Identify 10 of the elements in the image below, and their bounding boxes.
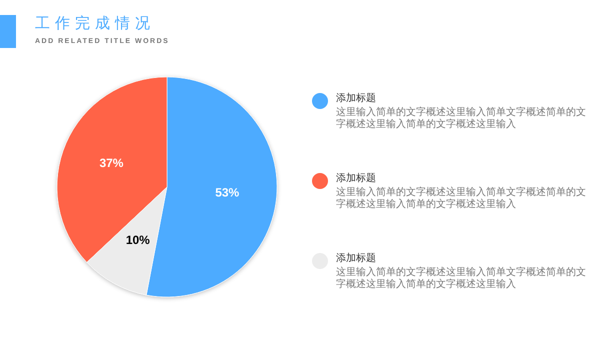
data-label: 10% — [126, 233, 150, 248]
legend-label: 添加标题 — [336, 172, 376, 186]
data-label: 53% — [215, 186, 240, 200]
text: 这里输入简单的文字概述这里输入简单文字概述简单的文字概述这里输入简单的文字概述这里输入 — [336, 107, 587, 131]
data-label: 37% — [99, 156, 124, 170]
legend-label: 添加标题 — [336, 252, 376, 266]
text: 这里输入简单的文字概述这里输入简单文字概述简单的文字概述这里输入简单的文字概述这里输入 — [336, 187, 587, 211]
chart-title: 工作完成情况 — [35, 14, 155, 33]
legend-label: 添加标题 — [336, 92, 376, 106]
text: 这里输入简单的文字概述这里输入简单文字概述简单的文字概述这里输入简单的文字概述这里输入 — [336, 267, 587, 291]
